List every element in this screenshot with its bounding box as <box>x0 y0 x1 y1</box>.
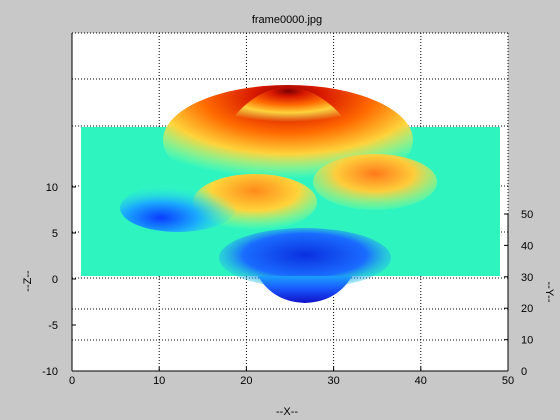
x-axis-ticks: 0 10 20 30 40 50 <box>69 367 514 387</box>
y-tick-label: 0 <box>521 366 527 378</box>
y-axis-ticks: 0 10 20 30 40 50 <box>504 209 533 378</box>
y-tick-label: 20 <box>521 303 533 315</box>
surface-valley-bottom <box>258 276 352 303</box>
x-tick-label: 0 <box>69 375 75 387</box>
z-axis-label: --Z-- <box>22 270 34 292</box>
surface-valley-left <box>120 184 236 232</box>
y-tick-label: 30 <box>521 272 533 284</box>
y-tick-label: 40 <box>521 240 533 252</box>
z-tick-label: 5 <box>52 228 58 240</box>
x-tick-label: 10 <box>153 375 165 387</box>
x-axis-label: --X-- <box>276 406 298 418</box>
x-tick-label: 50 <box>502 375 514 387</box>
y-tick-label: 10 <box>521 335 533 347</box>
y-tick-label: 50 <box>521 209 533 221</box>
z-axis-ticks: -10 -5 0 5 10 <box>42 182 76 378</box>
surface-peak-right <box>313 154 437 210</box>
x-tick-label: 40 <box>415 375 427 387</box>
surface-plot <box>81 85 500 303</box>
z-tick-label: 0 <box>52 274 58 286</box>
surface-peak-main-top <box>225 87 352 128</box>
z-tick-label: -5 <box>48 320 58 332</box>
z-tick-label: -10 <box>42 366 58 378</box>
x-tick-label: 30 <box>327 375 339 387</box>
chart-title: frame0000.jpg <box>252 14 322 26</box>
surface-valley-bowl <box>219 228 391 288</box>
z-tick-label: 10 <box>46 182 58 194</box>
x-tick-label: 20 <box>240 375 252 387</box>
y-axis-label: --Y-- <box>543 282 555 303</box>
